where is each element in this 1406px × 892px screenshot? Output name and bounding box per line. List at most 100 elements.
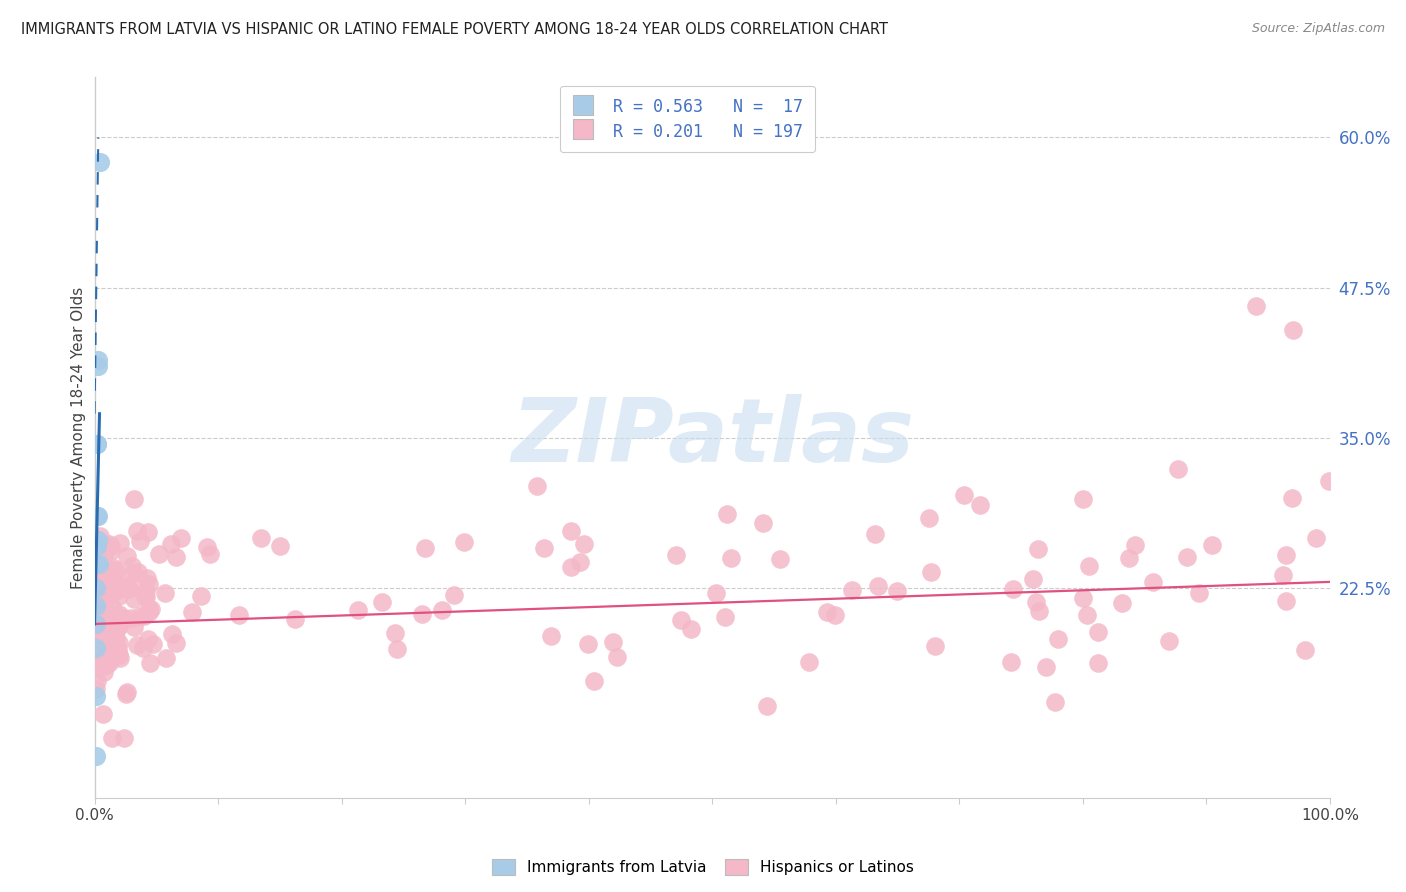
Point [1167,461,1189,475]
Point [86,657,108,671]
Text: IMMIGRANTS FROM LATVIA VS HISPANIC OR LATINO FEMALE POVERTY AMONG 18-24 YEAR OLD: IMMIGRANTS FROM LATVIA VS HISPANIC OR LA… [21,22,889,37]
Point [100,573,122,587]
Point [1305,531,1327,545]
Point [103,566,125,581]
Point [138,602,160,616]
Point [104,566,127,581]
Point [155,586,177,600]
Point [371,594,394,608]
Point [430,603,453,617]
Point [681,622,703,636]
Y-axis label: Female Poverty Among 18-24 Year Olds: Female Poverty Among 18-24 Year Olds [72,286,86,589]
Point [752,516,775,531]
Point [886,583,908,598]
Point [86,436,108,450]
Point [385,642,408,657]
Point [134,589,156,603]
Point [122,592,145,607]
Point [90,618,112,632]
Point [87,615,110,630]
Point [953,488,976,502]
Point [918,511,941,525]
Point [574,537,596,551]
Point [841,582,863,597]
Point [129,608,152,623]
Point [200,547,222,561]
Point [86,557,108,571]
Point [103,573,125,587]
Point [1071,591,1094,606]
Point [91,642,114,657]
Point [228,607,250,622]
Point [1087,624,1109,639]
Point [87,533,110,547]
Point [94,657,117,672]
Point [91,648,114,663]
Point [104,563,127,577]
Point [135,583,157,598]
Point [704,585,727,599]
Point [139,656,162,670]
Point [89,529,111,543]
Point [112,731,135,745]
Point [94,613,117,627]
Point [920,566,942,580]
Point [1077,559,1099,574]
Point [155,651,177,665]
Point [94,577,117,591]
Point [1188,586,1211,600]
Point [665,548,688,562]
Point [98,536,121,550]
Point [769,551,792,566]
Point [347,603,370,617]
Point [86,539,108,553]
Point [93,665,115,680]
Point [107,581,129,595]
Point [576,637,599,651]
Point [122,566,145,580]
Point [165,635,187,649]
Point [124,620,146,634]
Point [121,559,143,574]
Point [87,632,110,647]
Point [86,615,108,630]
Point [87,557,110,571]
Point [89,154,111,169]
Point [101,731,124,745]
Point [84,573,107,587]
Point [103,624,125,638]
Point [1001,582,1024,596]
Point [103,624,125,638]
Point [122,492,145,507]
Point [84,599,107,613]
Point [138,577,160,591]
Point [533,541,555,555]
Point [108,651,131,665]
Point [560,524,582,538]
Point [1025,595,1047,609]
Point [1035,660,1057,674]
Point [411,607,433,621]
Point [125,524,148,539]
Point [115,687,138,701]
Point [87,352,110,367]
Point [249,532,271,546]
Point [84,607,107,621]
Point [108,648,131,663]
Point [1244,299,1267,313]
Point [799,655,821,669]
Point [606,650,628,665]
Point [90,599,112,614]
Point [118,582,141,596]
Text: ZIPatlas: ZIPatlas [510,394,914,482]
Point [1123,538,1146,552]
Point [100,544,122,558]
Point [1076,607,1098,622]
Point [582,673,605,688]
Point [384,625,406,640]
Point [1021,572,1043,586]
Point [84,640,107,655]
Point [84,581,107,595]
Point [86,508,108,523]
Point [714,609,737,624]
